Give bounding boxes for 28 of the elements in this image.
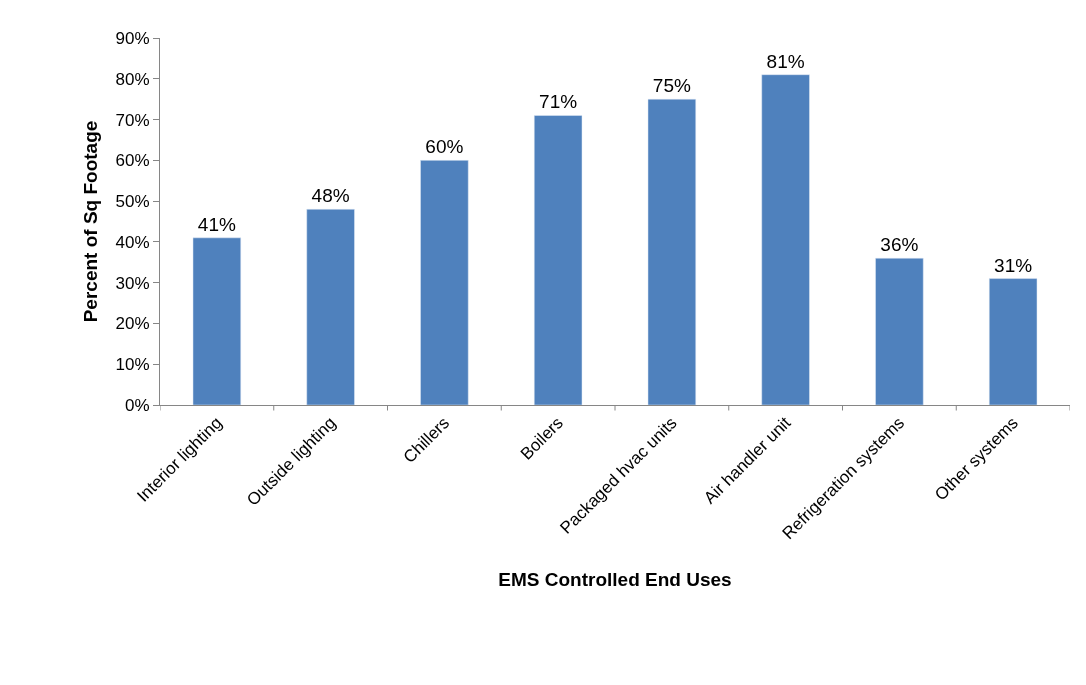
data-label: 81% bbox=[766, 50, 805, 72]
y-tick-label: 60% bbox=[115, 151, 150, 171]
y-tick-label: 10% bbox=[115, 355, 150, 375]
y-tick-label: 0% bbox=[125, 395, 150, 415]
bar bbox=[533, 115, 583, 405]
x-axis-title: EMS Controlled End Uses bbox=[498, 568, 732, 590]
data-label: 48% bbox=[311, 185, 350, 207]
y-tick-label: 90% bbox=[115, 28, 150, 48]
bar bbox=[761, 74, 810, 405]
bar bbox=[988, 278, 1038, 405]
y-tick-label: 40% bbox=[115, 232, 150, 252]
bar bbox=[306, 209, 355, 405]
bar bbox=[192, 237, 242, 405]
data-label: 60% bbox=[425, 136, 464, 158]
data-label: 71% bbox=[539, 91, 578, 113]
y-tick-label: 20% bbox=[115, 314, 150, 334]
data-label: 41% bbox=[197, 213, 236, 235]
data-label: 36% bbox=[880, 234, 919, 256]
bar bbox=[647, 98, 697, 405]
y-axis-title: Percent of Sq Footage bbox=[80, 120, 102, 323]
data-label: 31% bbox=[994, 254, 1033, 276]
bar bbox=[420, 160, 469, 405]
y-tick-label: 30% bbox=[115, 273, 150, 293]
y-tick-label: 50% bbox=[115, 192, 150, 212]
data-label: 75% bbox=[652, 75, 691, 97]
y-tick-label: 70% bbox=[115, 110, 150, 130]
y-tick-label: 80% bbox=[115, 69, 150, 89]
bar bbox=[875, 257, 924, 405]
